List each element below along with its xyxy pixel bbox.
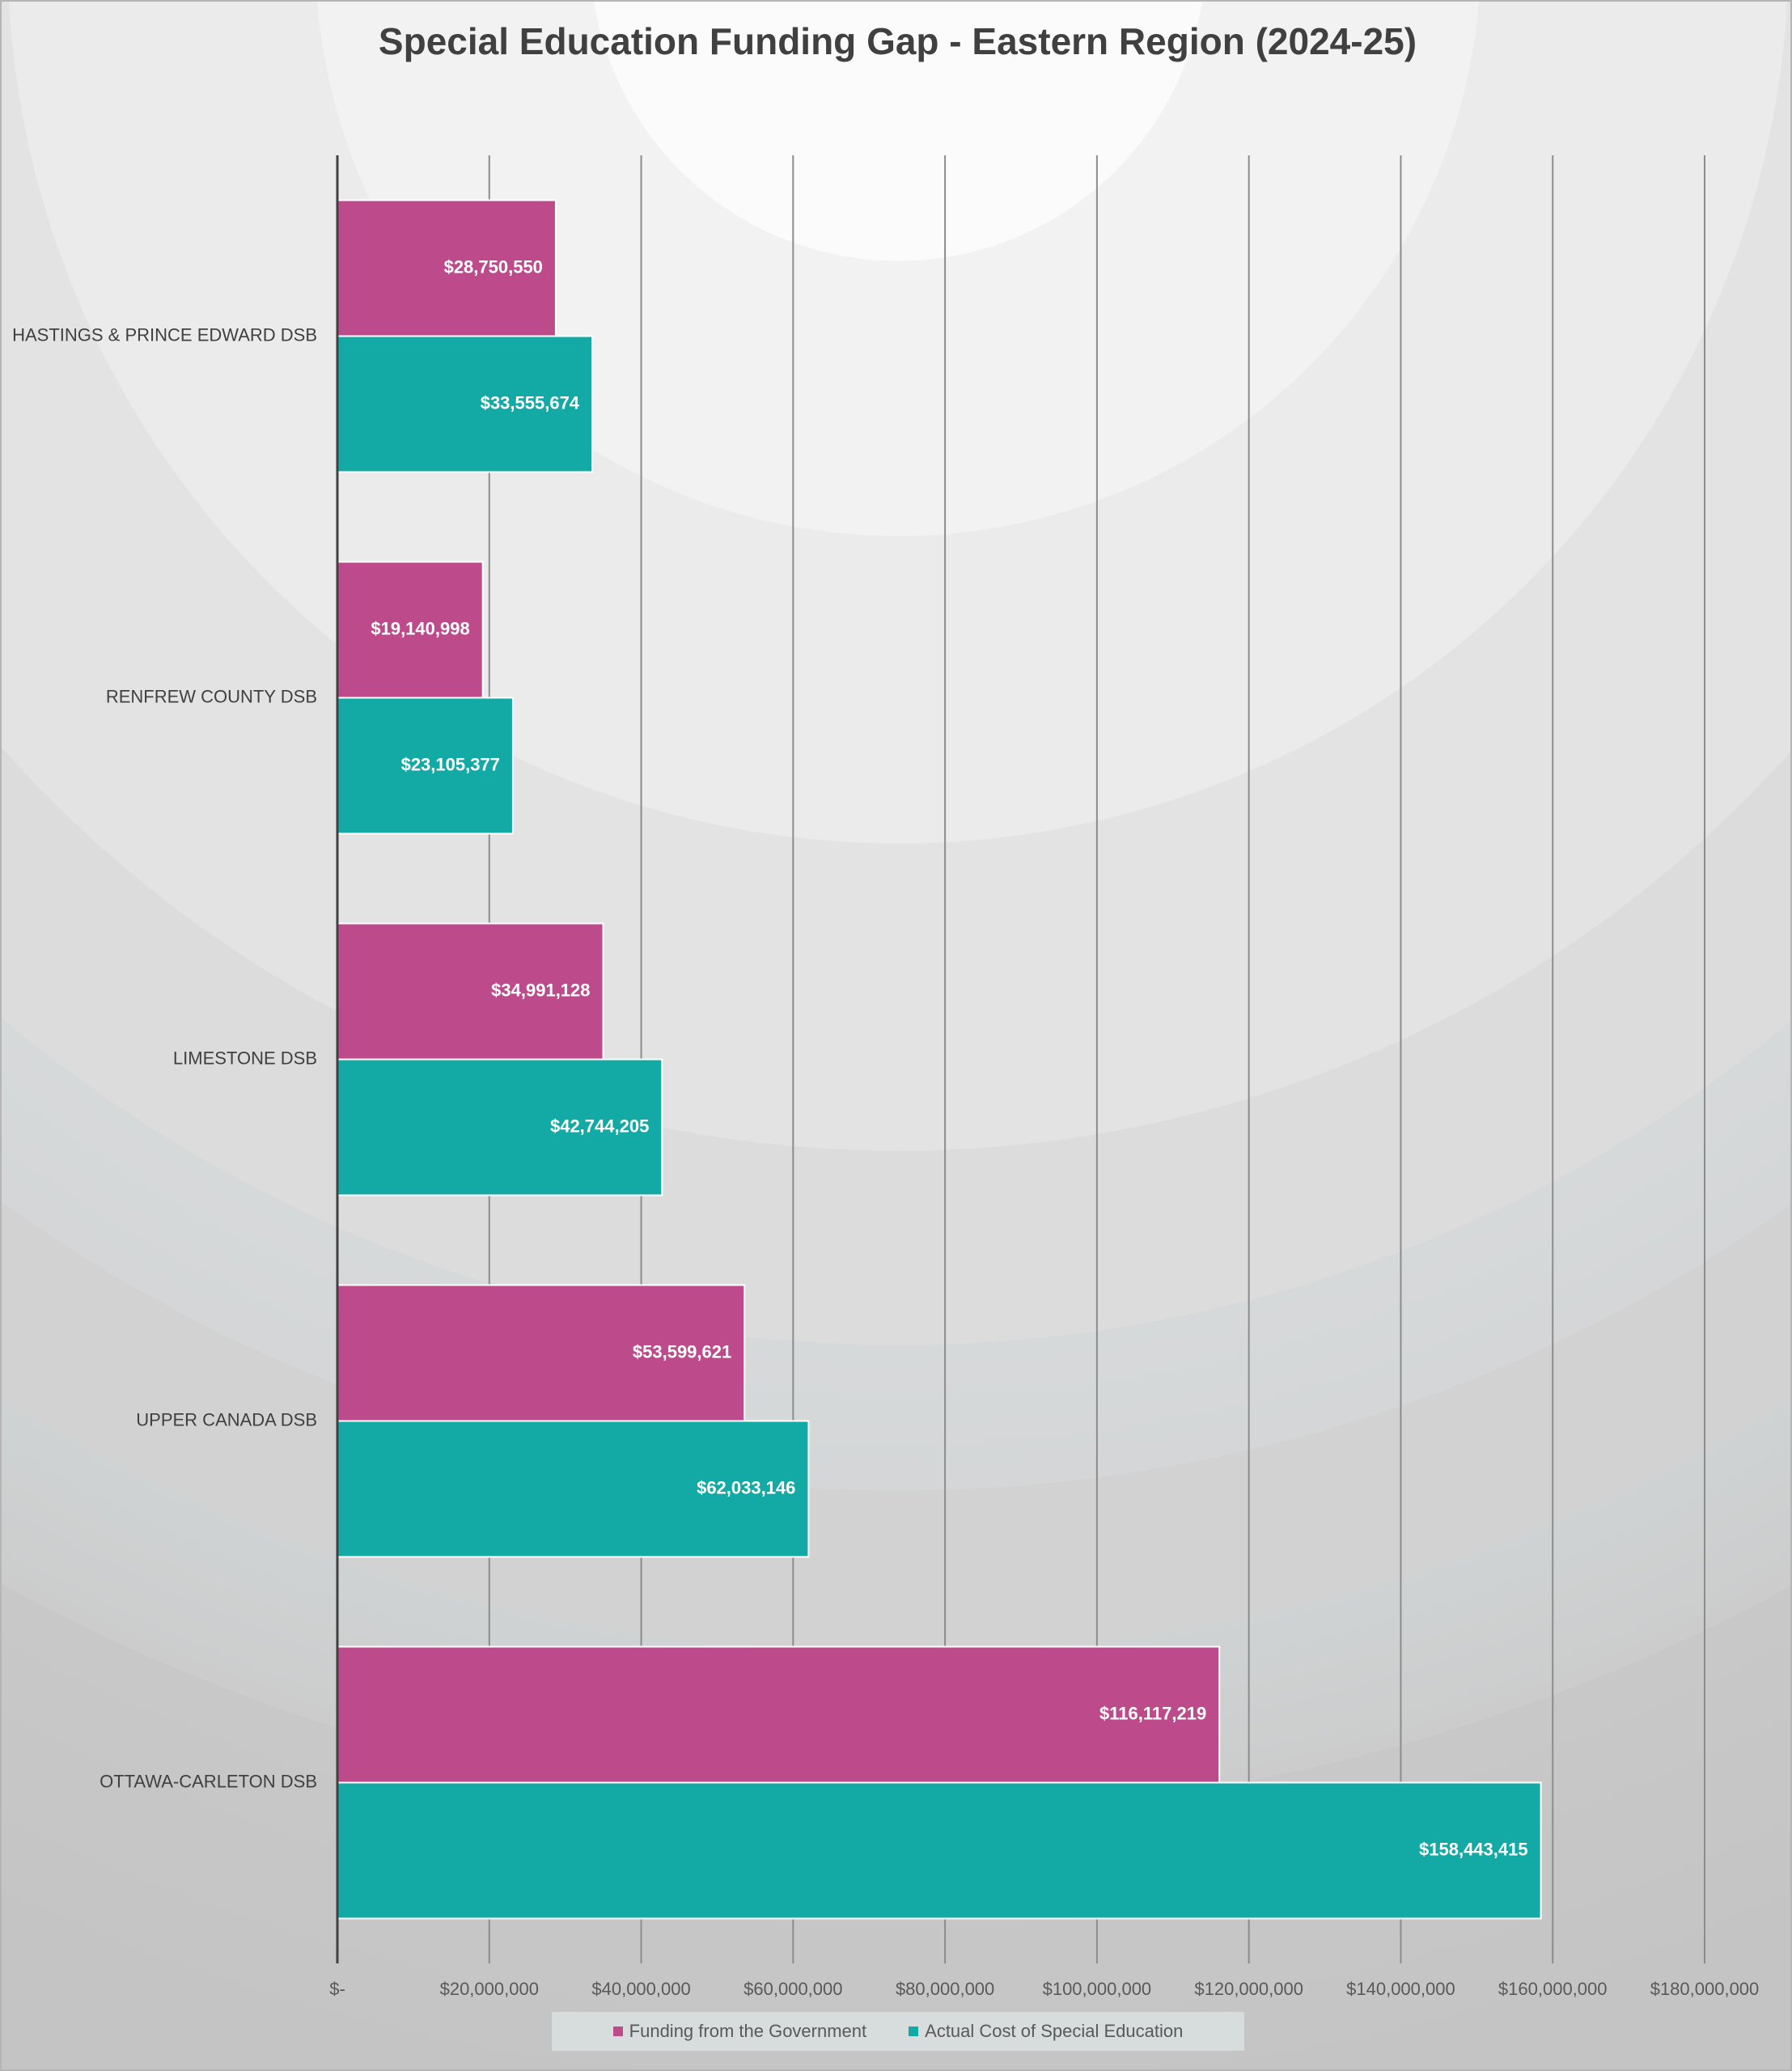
chart-title: Special Education Funding Gap - Eastern …	[378, 20, 1417, 62]
data-label: $42,744,205	[550, 1116, 649, 1136]
x-tick-label: $120,000,000	[1194, 1979, 1303, 1999]
legend-swatch-actual-cost	[909, 2027, 919, 2036]
data-label: $158,443,415	[1419, 1839, 1528, 1859]
data-label: $53,599,621	[633, 1341, 731, 1362]
bar-funding	[337, 1645, 1221, 1784]
legend: Funding from the Government Actual Cost …	[552, 2012, 1244, 2051]
category-label-hastings-prince-edward-dsb: HASTINGS & PRINCE EDWARD DSB	[12, 324, 317, 345]
x-tick-label: $160,000,000	[1498, 1979, 1608, 1999]
bar-funding	[337, 1284, 746, 1422]
category-label-ottawa-carleton-dsb: OTTAWA-CARLETON DSB	[100, 1771, 317, 1791]
data-label: $19,140,998	[371, 618, 469, 638]
data-label: $34,991,128	[491, 980, 590, 1000]
legend-label-funding: Funding from the Government	[629, 2021, 867, 2041]
data-label: $23,105,377	[401, 754, 500, 774]
x-tick-label: $20,000,000	[440, 1979, 539, 1999]
x-tick-label: $140,000,000	[1346, 1979, 1455, 1999]
bar-actual-cost	[337, 1058, 663, 1196]
legend-item-actual-cost: Actual Cost of Special Education	[909, 2021, 1183, 2042]
bar-actual-cost	[337, 1420, 810, 1558]
category-label-limestone-dsb: LIMESTONE DSB	[173, 1048, 317, 1068]
data-label: $62,033,146	[697, 1477, 795, 1497]
x-tick-label: $80,000,000	[896, 1979, 994, 1999]
x-tick-label: $60,000,000	[743, 1979, 842, 1999]
x-tick-label: $180,000,000	[1650, 1979, 1760, 1999]
bar-funding	[337, 199, 557, 337]
x-tick-label: $-	[329, 1979, 345, 1999]
bar-actual-cost	[337, 1781, 1542, 1920]
category-label-renfrew-county-dsb: RENFREW COUNTY DSB	[106, 686, 317, 706]
data-label: $116,117,219	[1099, 1703, 1206, 1723]
bar-actual-cost	[337, 335, 594, 473]
data-label: $33,555,674	[481, 392, 580, 413]
bar-funding	[337, 561, 484, 699]
bar-actual-cost	[337, 697, 514, 835]
x-tick-label: $40,000,000	[591, 1979, 690, 1999]
legend-label-actual-cost: Actual Cost of Special Education	[925, 2021, 1184, 2041]
legend-swatch-funding	[612, 2027, 623, 2036]
legend-item-funding: Funding from the Government	[612, 2021, 867, 2042]
category-label-upper-canada-dsb: UPPER CANADA DSB	[136, 1409, 317, 1429]
data-label: $28,750,550	[444, 256, 543, 277]
bar-funding	[337, 922, 604, 1061]
x-tick-label: $100,000,000	[1043, 1979, 1152, 1999]
